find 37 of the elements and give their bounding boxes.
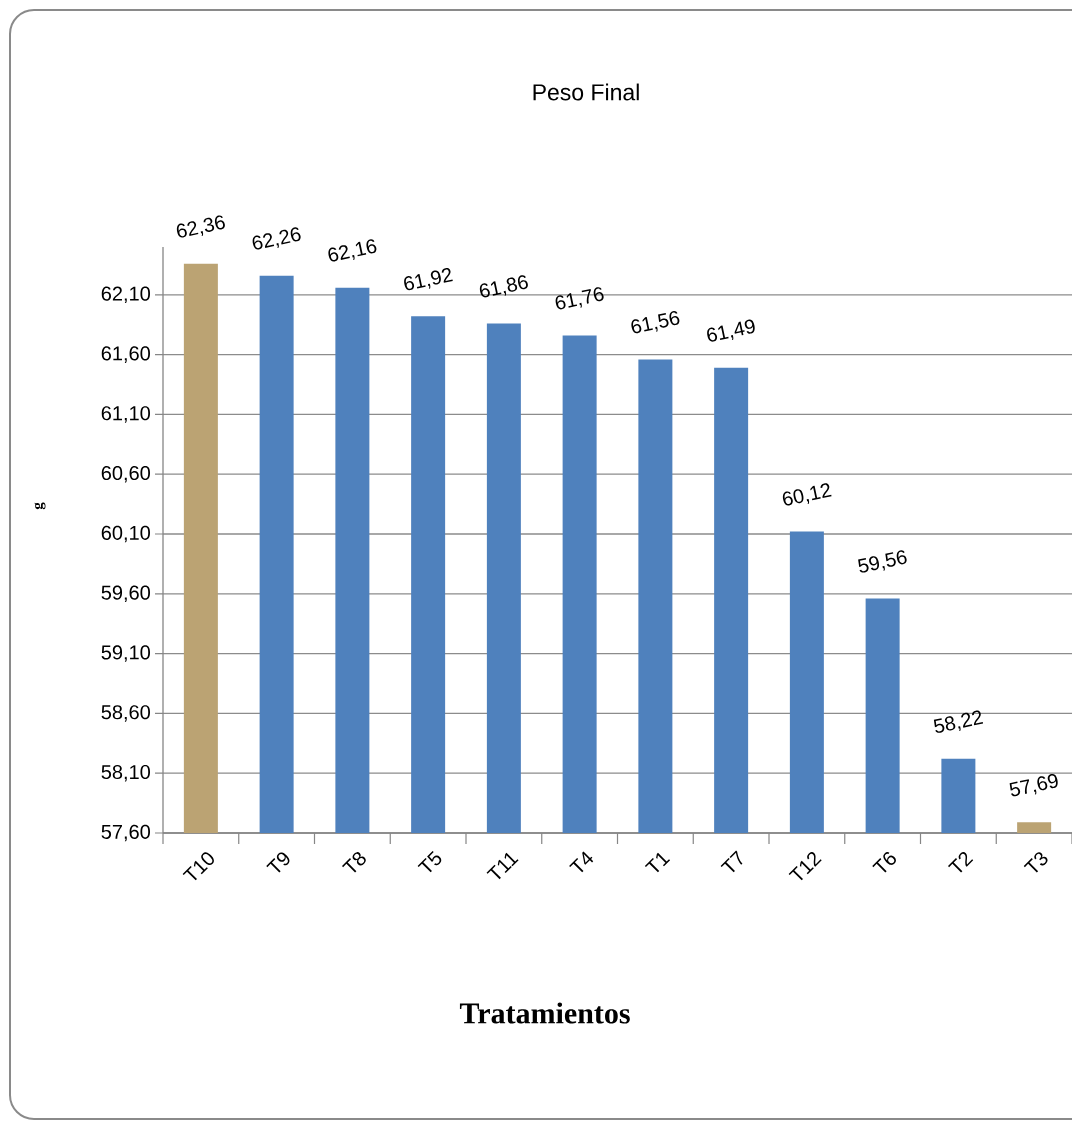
data-label: 57,69 (1009, 773, 1058, 797)
data-label: 62,36 (176, 215, 225, 238)
data-label: 61,92 (404, 268, 453, 291)
y-tick-label: 61,10 (101, 406, 151, 423)
y-tick-label: 59,10 (101, 645, 151, 662)
data-label: 60,12 (782, 483, 832, 506)
data-label: 61,76 (555, 287, 604, 310)
x-tick-label: T8 (342, 852, 366, 873)
data-label: 61,56 (631, 311, 680, 334)
data-label: 59,56 (858, 550, 907, 573)
x-tick-label: T3 (1023, 852, 1048, 873)
x-tick-label: T1 (644, 852, 671, 873)
x-tick-label: T7 (720, 850, 743, 873)
x-axis-title: Tratamientos (459, 1002, 630, 1024)
x-tick-label: T4 (569, 851, 594, 873)
x-tick-label: T6 (872, 852, 896, 873)
chart-title: Peso Final (533, 83, 639, 101)
x-tick-label: T2 (948, 852, 974, 873)
data-label: 61,86 (479, 275, 528, 298)
y-tick-label: 61,60 (101, 346, 151, 363)
x-tick-label: T11 (486, 852, 519, 880)
y-tick-label: 59,60 (101, 585, 151, 603)
data-label: 61,49 (707, 319, 755, 342)
y-axis-title: g (34, 502, 46, 510)
y-tick-label: 57,60 (101, 824, 151, 842)
x-tick-label: T5 (417, 850, 442, 873)
data-label: 62,16 (328, 239, 377, 262)
x-tick-label: T12 (788, 852, 822, 881)
x-tick-label: T10 (182, 852, 214, 881)
y-tick-label: 58,10 (101, 764, 151, 782)
y-tick-label: 62,10 (101, 286, 151, 304)
y-tick-label: 58,60 (101, 705, 151, 722)
x-tick-label: T9 (266, 852, 290, 873)
data-label: 62,26 (252, 227, 301, 250)
y-tick-label: 60,60 (101, 465, 151, 483)
data-label: 58,22 (933, 710, 984, 733)
y-tick-label: 60,10 (101, 525, 151, 543)
